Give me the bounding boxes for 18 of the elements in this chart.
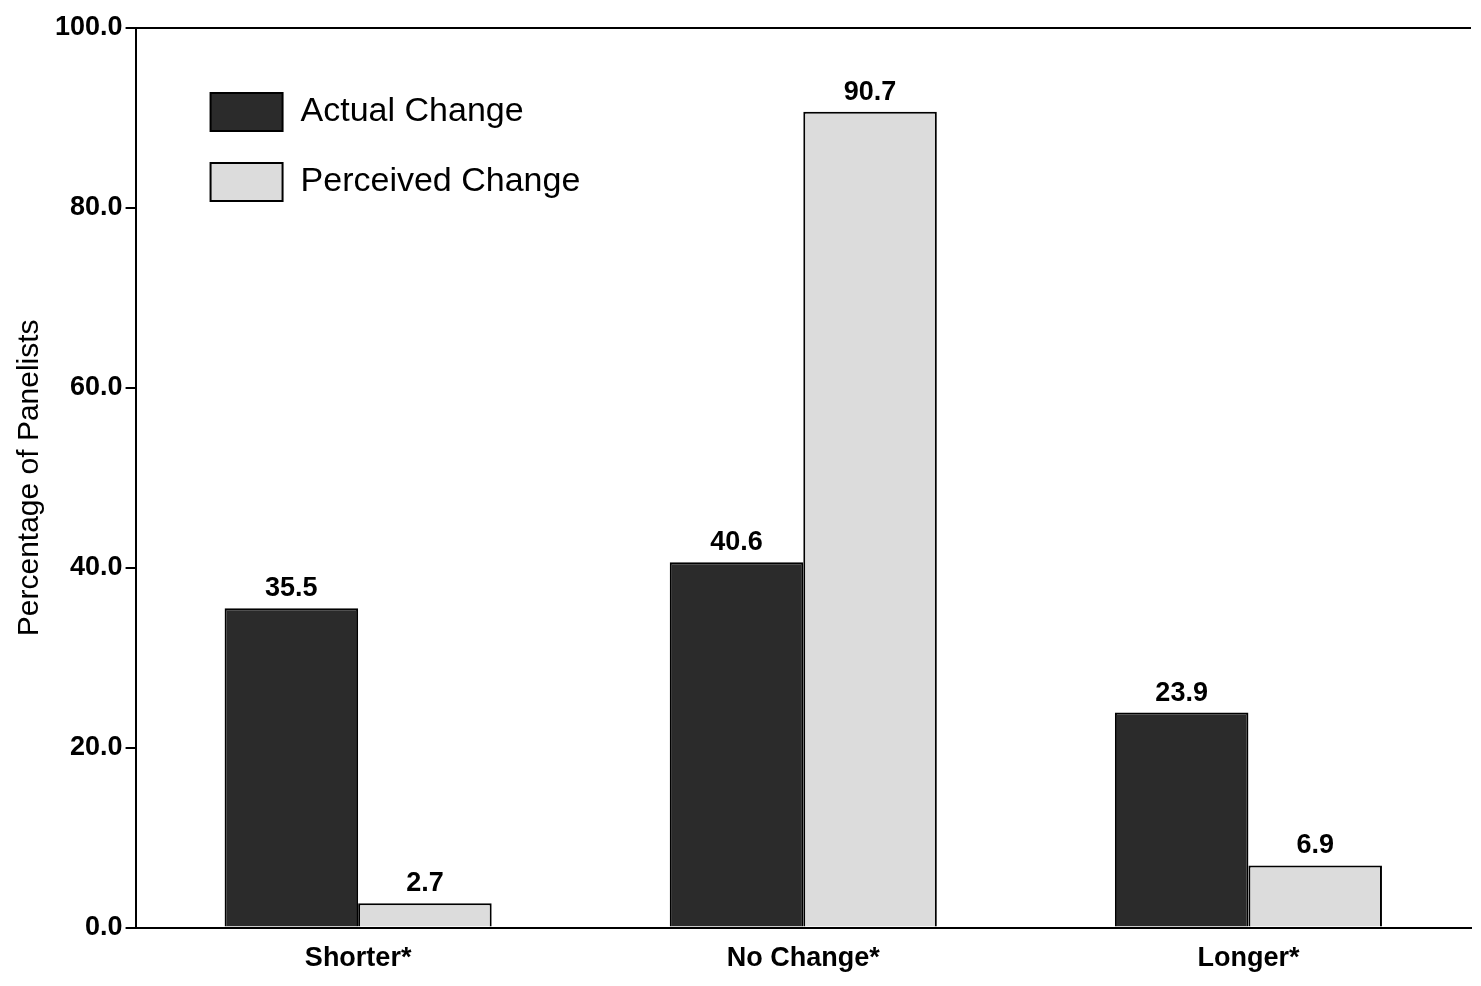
x-tick-label: Longer* [1197, 942, 1300, 973]
y-tick-label: 0.0 [85, 911, 123, 942]
x-tick-label: No Change* [726, 942, 881, 973]
y-axis-title: Percentage of Panelists [11, 319, 45, 637]
y-tick-label: 80.0 [70, 191, 123, 222]
data-label: 2.7 [406, 867, 444, 898]
y-tick-label: 60.0 [70, 371, 123, 402]
data-label: 35.5 [265, 572, 318, 603]
data-label: 40.6 [710, 526, 763, 557]
data-label: 23.9 [1155, 676, 1208, 707]
data-label: 6.9 [1296, 829, 1334, 860]
x-tick-label: Shorter* [304, 942, 412, 973]
y-tick-label: 100.0 [54, 11, 123, 42]
legend-label: Perceived Change [300, 160, 581, 199]
y-tick-label: 20.0 [70, 731, 123, 762]
y-tick-label: 40.0 [70, 551, 123, 582]
legend-label: Actual Change [300, 90, 524, 129]
data-label: 90.7 [843, 75, 897, 106]
